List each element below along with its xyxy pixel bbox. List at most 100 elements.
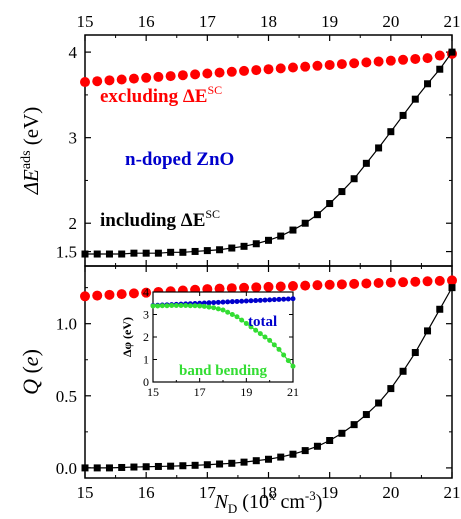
top-annotation-ann_excluding: excluding ΔESC [100,83,222,107]
top-including-point [105,250,113,258]
bottom-ytick-label: 0.5 [56,387,77,406]
inset-total-point [267,297,273,303]
bottom-including-point [265,455,272,463]
top-excluding-point [190,69,201,80]
top-excluding-point [104,75,115,86]
inset-total-point [239,298,245,304]
top-excluding-point [202,68,213,79]
inset-ytick-label: 0 [143,375,149,389]
top-including-point [313,211,321,219]
top-y-label-sup: ads [19,150,34,169]
bottom-excluding-point [275,281,286,292]
bottom-including-point [326,437,334,445]
inset-panel: 15 17 19 21 0 1 2 3 4 Δφ (eV) total band bending [120,285,299,399]
top-including-point [265,236,272,244]
inset-total-point [211,300,217,306]
top-including-point [191,247,199,255]
bottom-including-point [81,464,89,472]
top-including-point [362,159,370,167]
inset-band_bending-point [169,303,175,308]
top-including-point [228,244,236,252]
top-including-point [399,111,407,119]
inset-total-point [253,298,259,304]
top-including-point [167,248,175,256]
top-xtick-label: 17 [199,12,217,31]
bottom-including-point [154,462,162,470]
bottom-series-including [81,284,456,472]
bottom-y-label-unit-e: e [18,356,43,366]
inset-band_bending-point [281,352,287,358]
inset-band_bending-point [164,303,170,309]
bottom-ytick-label: 0.0 [56,459,77,478]
inset-total-point [215,299,221,305]
inset-band_bending-point [253,327,259,333]
top-excluding-point [287,62,298,73]
bottom-xtick-label: 17 [199,483,217,502]
bottom-including-point [179,462,187,470]
bottom-xtick-label: 15 [77,483,94,502]
inset-ytick-label: 4 [143,285,149,299]
inset-band_bending-point [271,342,277,348]
inset-band_bending-point [262,334,268,340]
bottom-including-point [399,367,407,375]
top-excluding-point [324,59,335,70]
bottom-y-axis-label: Q (e) [18,349,43,395]
bottom-y-label-open: ( [18,366,43,379]
top-excluding-point [92,76,103,87]
inset-ytick-label: 3 [143,308,149,322]
top-xtick-label: 19 [321,12,338,31]
bottom-x-axis-label: ND (10x cm-3) [214,488,323,516]
inset-label-total: total [248,314,277,330]
inset-total-point [281,296,287,302]
inset-total-point [243,298,249,304]
bottom-excluding-point [226,283,237,294]
inset-band_bending-point [187,303,193,309]
bottom-including-point [289,450,297,458]
annotation-text: excluding ΔE [100,86,207,107]
inset-xtick-label: 21 [287,385,299,399]
inset-band_bending-point [215,306,221,312]
top-including-point [154,249,162,257]
top-excluding-point [410,53,421,64]
top-xtick-label: 15 [77,12,94,31]
top-y-axis-label: ΔEads (eV) [19,107,43,196]
inset-band_bending-point [239,317,245,323]
top-excluding-point [263,64,274,75]
top-excluding-point [349,58,360,69]
inset-total-point [229,299,235,305]
inset-total-point [220,299,226,305]
inset-total-point [285,296,291,302]
bottom-including-point [203,461,211,469]
top-excluding-point [116,74,127,85]
annotation-text: including ΔE [100,210,205,231]
top-including-point [350,175,358,183]
bottom-excluding-point [434,275,445,286]
inset-total-point [290,296,296,302]
inset-total-point [257,297,263,303]
top-including-point [411,95,419,103]
top-excluding-point [385,55,396,66]
bottom-xtick-label: 20 [382,483,399,502]
annotation-text: n-doped ZnO [125,149,234,170]
top-ytick-label: 2 [69,214,78,233]
bottom-excluding-point [300,280,311,291]
bottom-excluding-point [373,278,384,289]
inset-band_bending-point [290,363,296,369]
top-excluding-point [80,77,90,88]
inset-label-band-bending: band bending [179,363,267,379]
x-label-main: N [214,491,230,513]
bottom-xtick-label: 21 [444,483,461,502]
top-excluding-point [422,53,433,64]
top-including-point [424,80,432,88]
inset-y-axis-label: Δφ (eV) [120,317,134,357]
bottom-excluding-point [385,277,396,288]
inset-xtick-label: 19 [240,385,252,399]
inset-band_bending-point [211,305,217,311]
inset-band_bending-point [201,303,207,309]
top-including-point [130,249,138,257]
top-excluding-point [300,61,311,72]
inset-band_bending-point [276,346,282,352]
bottom-including-point [424,327,432,335]
bottom-excluding-point [92,290,103,301]
bottom-including-point [118,463,126,471]
